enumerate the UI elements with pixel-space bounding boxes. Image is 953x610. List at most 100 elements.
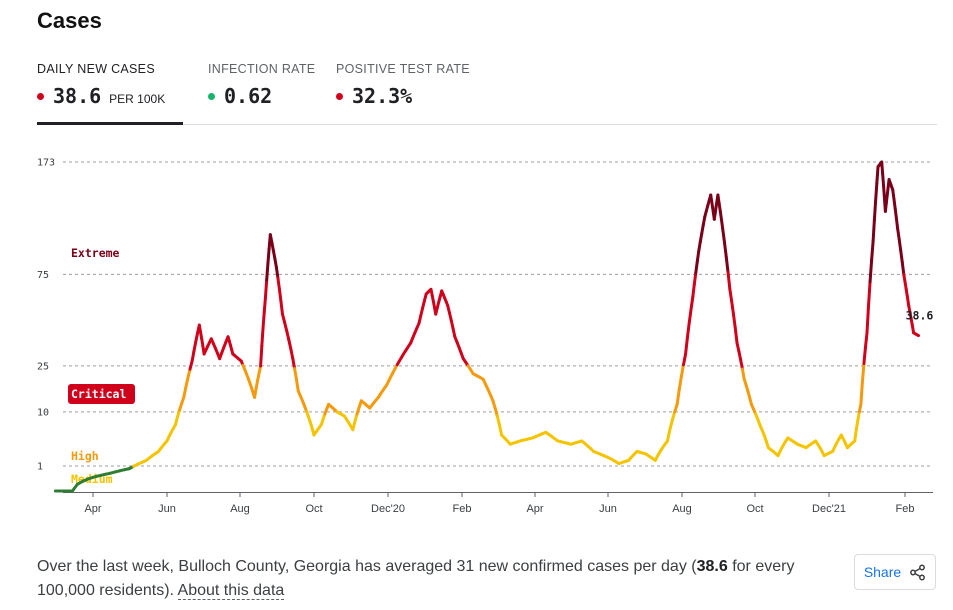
series-segment xyxy=(900,260,906,276)
series-segment xyxy=(860,361,866,384)
series-segment xyxy=(182,385,188,399)
series-segment xyxy=(495,414,501,427)
tab-positive-test-rate[interactable]: POSITIVE TEST RATE 32.3% xyxy=(336,62,471,124)
share-icon xyxy=(910,564,926,580)
x-tick-label: Aug xyxy=(672,503,692,515)
band-label-extreme: Extreme xyxy=(71,246,120,260)
tab-label: INFECTION RATE xyxy=(208,62,316,76)
series-segment xyxy=(692,271,698,287)
series-segment xyxy=(287,338,293,352)
tab-value: 32.3% xyxy=(352,84,413,108)
series-segment xyxy=(192,340,198,353)
series-segment xyxy=(896,227,901,241)
series-segment xyxy=(871,218,876,243)
about-data-link[interactable]: About this data xyxy=(177,582,285,600)
series-segment xyxy=(731,312,737,330)
series-segment xyxy=(862,345,867,365)
x-tick-label: Oct xyxy=(746,503,763,515)
x-axis: Apr Jun Aug Oct Dec'20 Feb Apr Jun Aug Oct Dec'21 F… xyxy=(84,493,914,515)
series-segment xyxy=(260,326,265,348)
band-label-critical: Critical xyxy=(71,387,126,401)
series-segment xyxy=(915,333,920,338)
x-tick-label: Apr xyxy=(526,503,543,515)
series-segment xyxy=(859,380,864,406)
status-dot-icon xyxy=(37,93,44,100)
series-segment xyxy=(277,287,283,303)
series-segment xyxy=(894,216,900,231)
share-button[interactable]: Share xyxy=(854,554,936,590)
series-segment xyxy=(293,366,298,381)
series-segment xyxy=(728,287,734,303)
x-tick-label: Jun xyxy=(599,503,617,515)
series-segment xyxy=(882,184,886,200)
series-segment xyxy=(677,374,683,391)
series-segment xyxy=(880,160,885,176)
x-tick-label: Dec'20 xyxy=(371,503,405,515)
series-segment xyxy=(697,240,702,253)
series-segment xyxy=(881,172,886,188)
chart-grid xyxy=(63,161,933,493)
series-segment xyxy=(870,239,875,262)
series-segment xyxy=(854,418,860,432)
series-segment xyxy=(291,357,297,370)
series-segment xyxy=(190,349,196,363)
series-segment xyxy=(276,276,281,291)
series-segment xyxy=(184,376,190,389)
last-value-text: 38.6 xyxy=(906,309,934,323)
series-segment xyxy=(261,310,266,330)
y-tick-label: 25 xyxy=(37,361,49,372)
series-segment xyxy=(891,188,896,201)
series-segment xyxy=(893,207,898,220)
y-tick-label: 75 xyxy=(37,270,49,281)
series-segment xyxy=(730,299,735,316)
series-segment xyxy=(892,197,897,211)
series-segment xyxy=(294,377,300,393)
series-segment xyxy=(266,247,271,266)
metric-tabs: DAILY NEW CASES 38.6 PER 100K INFECTION … xyxy=(37,62,937,125)
tab-daily-new-cases[interactable]: DAILY NEW CASES 38.6 PER 100K xyxy=(37,62,183,125)
tab-value: 38.6 xyxy=(53,84,102,108)
page-title: Cases xyxy=(37,8,102,33)
summary-highlight: 38.6 xyxy=(696,558,728,575)
status-dot-icon xyxy=(336,93,343,100)
series-segment xyxy=(259,344,264,368)
series-segment xyxy=(733,326,739,345)
series-segment xyxy=(721,227,726,244)
series-segment xyxy=(279,299,284,316)
x-tick-label: Apr xyxy=(84,503,101,515)
series-segment xyxy=(863,331,869,349)
tab-unit: PER 100K xyxy=(109,92,166,106)
series-segment xyxy=(740,367,746,381)
series-segment xyxy=(262,295,267,314)
series-segment xyxy=(722,240,728,259)
series-segment xyxy=(684,336,689,356)
series-segment xyxy=(865,303,871,335)
series-segment xyxy=(853,428,858,443)
critical-label-badge xyxy=(68,384,135,404)
series-segment xyxy=(685,321,691,340)
series-segment xyxy=(694,260,699,275)
tab-infection-rate[interactable]: INFECTION RATE 0.62 xyxy=(208,62,318,124)
y-axis-ticks: 1 10 25 75 173 xyxy=(37,158,55,473)
series-segment xyxy=(872,199,878,222)
summary-before: Over the last week, Bulloch County, Geor… xyxy=(37,558,697,575)
tab-value: 0.62 xyxy=(224,84,273,108)
series-segment xyxy=(897,237,903,252)
series-line xyxy=(53,160,920,493)
series-segment xyxy=(739,358,744,371)
tab-label: DAILY NEW CASES xyxy=(37,62,155,76)
status-dot-icon xyxy=(208,93,215,100)
last-value-label: 38.6 xyxy=(906,309,934,323)
series-segment xyxy=(497,423,504,437)
series-segment xyxy=(689,295,695,312)
series-segment xyxy=(285,329,291,342)
series-segment xyxy=(681,352,688,367)
series-segment xyxy=(665,428,672,443)
series-segment xyxy=(868,258,874,284)
series-segment xyxy=(875,165,880,186)
series-segment xyxy=(726,271,732,291)
x-tick-label: Jun xyxy=(158,503,176,515)
series-segment xyxy=(867,280,872,307)
band-label-high: High xyxy=(71,449,99,463)
